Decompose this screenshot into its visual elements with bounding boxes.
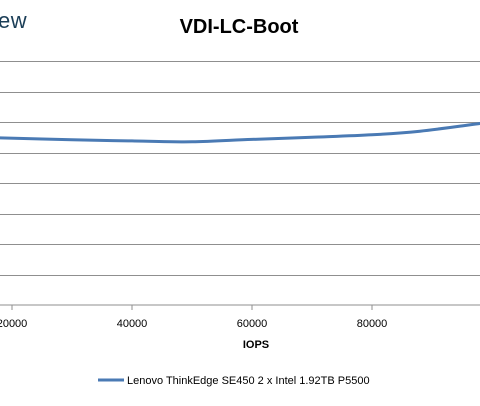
x-axis-label: IOPS [243,339,269,351]
logo-text: ew [0,8,28,33]
chart-title: VDI-LC-Boot [180,16,299,38]
gridlines [0,61,480,276]
series-line [0,122,480,144]
x-axis-ticks: 20000 40000 60000 80000 [0,305,387,330]
x-tick-label: 80000 [357,318,388,330]
series-layer [0,122,480,144]
x-tick-label: 40000 [117,318,148,330]
legend-label: Lenovo ThinkEdge SE450 2 x Intel 1.92TB … [127,375,370,387]
legend: Lenovo ThinkEdge SE450 2 x Intel 1.92TB … [98,375,370,387]
x-tick-label: 20000 [0,318,27,330]
x-tick-label: 60000 [237,318,268,330]
